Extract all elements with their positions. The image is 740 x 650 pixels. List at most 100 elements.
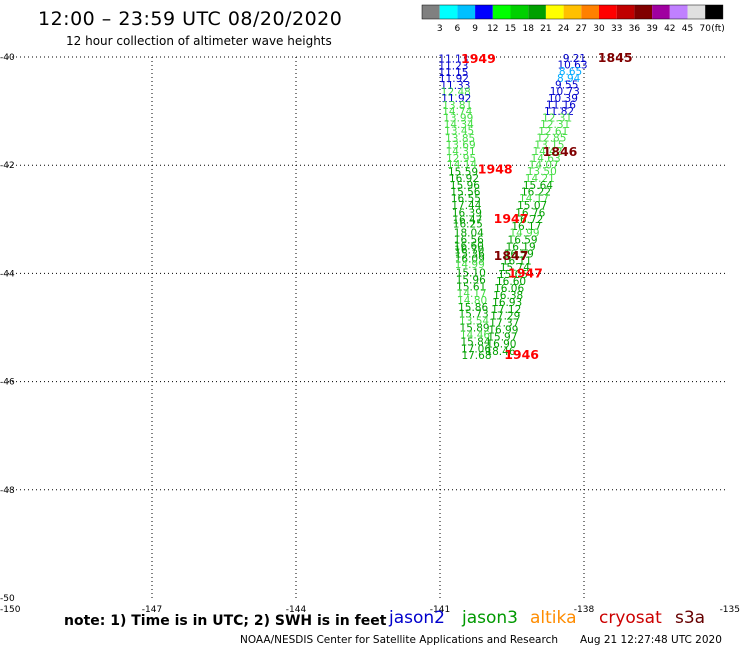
swh-value: 18.46 — [485, 346, 515, 358]
swh-value: 17.06 — [461, 344, 491, 356]
swh-value: 10.63 — [557, 60, 587, 72]
swh-value: 11.15 — [438, 67, 468, 79]
swh-value: 16.38 — [493, 290, 523, 302]
swh-value: 16.72 — [513, 214, 543, 226]
swh-value: 17.37 — [489, 318, 519, 330]
swh-value: 16.39 — [452, 207, 482, 219]
colorbar-tick-label: 9 — [472, 24, 478, 34]
swh-value: 16.90 — [486, 339, 516, 351]
colorbar-swatch — [687, 5, 706, 19]
colorbar-tick-label: 24 — [558, 24, 570, 34]
time-label: 1948 — [478, 161, 513, 176]
page-subtitle: 12 hour collection of altimeter wave hei… — [66, 34, 332, 48]
colorbar-swatch — [545, 5, 564, 19]
swh-value: 13.45 — [444, 126, 474, 138]
colorbar-swatch — [475, 5, 493, 19]
colorbar-tick-label: 39 — [646, 24, 658, 34]
swh-value: 8.94 — [557, 73, 581, 85]
swh-value: 14.42 — [532, 146, 562, 158]
swh-value: 14.31 — [446, 146, 476, 158]
colorbar-tick-label: 21 — [540, 24, 551, 34]
colorbar-swatch — [616, 5, 635, 19]
colorbar-swatch — [492, 5, 511, 19]
swh-value: 17.44 — [451, 200, 481, 212]
swh-value: 10.73 — [550, 86, 580, 98]
swh-value: 12.48 — [441, 87, 471, 99]
swh-value: 14.80 — [457, 295, 487, 307]
swh-value: 11.92 — [439, 73, 469, 85]
lon-tick-label: -138 — [574, 605, 595, 615]
colorbar-swatch — [581, 5, 599, 19]
lat-tick-label: -50 — [0, 594, 15, 604]
swh-value: 15.96 — [456, 274, 486, 286]
colorbar-tick-label: 6 — [455, 24, 461, 34]
lat-tick-label: -44 — [0, 269, 15, 279]
colorbar-tick-label: 27 — [576, 24, 587, 34]
swh-value: 14.46 — [460, 330, 490, 342]
swh-value: 12.31 — [542, 113, 572, 125]
swh-value: 17.12 — [491, 304, 521, 316]
lat-tick-label: -40 — [0, 53, 15, 63]
legend-jason2: jason2 — [389, 608, 445, 628]
swh-value: 16.11 — [502, 255, 532, 267]
swh-value: 15.64 — [523, 180, 553, 192]
colorbar-swatch — [705, 5, 723, 19]
swh-value: 15.73 — [459, 308, 489, 320]
time-label: 1946 — [504, 347, 539, 362]
colorbar-swatch — [669, 5, 688, 19]
colorbar-border — [421, 4, 724, 20]
colorbar-tick-label: 30 — [593, 24, 605, 34]
colorbar-swatch — [652, 5, 670, 19]
swh-value: 11.82 — [544, 106, 574, 118]
swh-value: 15.74 — [500, 262, 530, 274]
swh-value: 16.56 — [454, 234, 484, 246]
colorbar-tick-label: 33 — [611, 24, 622, 34]
colorbar-swatch — [457, 5, 476, 19]
time-label: 1845 — [598, 50, 633, 65]
colorbar-tick-label: 36 — [629, 24, 641, 34]
colorbar-swatch — [563, 5, 582, 19]
colorbar-tick-label: 70 — [699, 24, 711, 34]
swh-value: 13.50 — [527, 166, 557, 178]
swh-value: 16.06 — [494, 283, 524, 295]
swh-value: 11.92 — [441, 93, 471, 105]
lon-tick-label: -135 — [720, 605, 740, 615]
time-label: 1949 — [461, 51, 496, 66]
swh-value: 16.60 — [454, 240, 484, 252]
lon-tick-label: -150 — [0, 605, 21, 615]
swh-value: 15.56 — [450, 187, 480, 199]
lat-tick-label: -48 — [0, 486, 15, 496]
colorbar-swatch — [634, 5, 653, 19]
swh-value: 14.07 — [529, 160, 559, 172]
swh-value: 14.99 — [509, 227, 539, 239]
swh-value: 14.14 — [447, 159, 477, 171]
swh-value: 14.34 — [444, 119, 474, 131]
swh-value: 15.96 — [450, 180, 480, 192]
colorbar-tick-label: 18 — [522, 24, 534, 34]
swh-value: 15.97 — [487, 332, 517, 344]
time-label: 1847 — [494, 248, 529, 263]
credit-text: NOAA/NESDIS Center for Satellite Applica… — [240, 634, 558, 646]
swh-value: 16.99 — [488, 325, 518, 337]
swh-value: 15.86 — [458, 302, 488, 314]
swh-value: 16.47 — [452, 214, 482, 226]
swh-value: 16.92 — [449, 173, 479, 185]
swh-value: 14.17 — [519, 193, 549, 205]
swh-value: 15.07 — [517, 200, 547, 212]
swh-value: 15.89 — [460, 323, 490, 335]
legend-altika: altika — [530, 608, 577, 628]
swh-value: 13.99 — [443, 113, 473, 125]
swh-value: 11.13 — [438, 54, 468, 66]
colorbar-unit-label: (ft) — [711, 24, 725, 34]
colorbar-swatch — [510, 5, 529, 19]
colorbar-tick-label: 45 — [682, 24, 693, 34]
lon-tick-label: -147 — [142, 605, 162, 615]
swh-value: 8.65 — [559, 66, 582, 78]
swh-value: 16.22 — [521, 187, 551, 199]
swh-value: 13.69 — [446, 140, 476, 152]
swh-value: 14.21 — [525, 173, 555, 185]
swh-value: 15.61 — [456, 281, 486, 293]
swh-value: 16.19 — [506, 241, 536, 253]
lon-tick-label: -141 — [430, 605, 450, 615]
